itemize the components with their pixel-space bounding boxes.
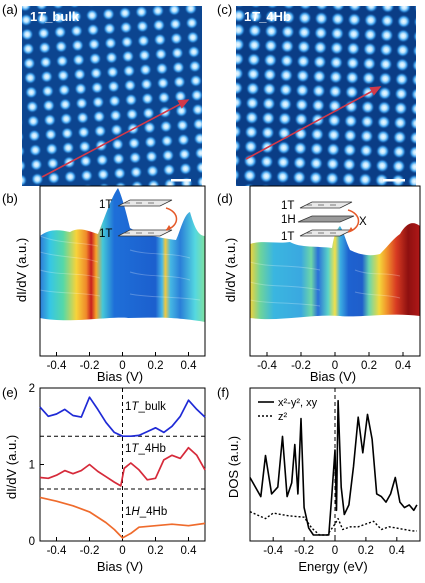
linecut-arrow [245, 86, 382, 160]
x-tick-label: 0.2 [361, 360, 377, 372]
x-tick-label: 0.2 [148, 360, 164, 372]
x-tick-label: -0.2 [80, 545, 100, 557]
panel-c-label: (c) [217, 2, 232, 17]
xlabel-e: Bias (V) [97, 559, 143, 574]
y-tick-label: 0 [29, 536, 35, 548]
stm-image-1t-4hb: 1T_4Hb [236, 6, 416, 186]
chart-f: -0.4 -0.2 0 0.2 0.4 [249, 387, 421, 557]
x-tick-label: 0 [332, 545, 338, 557]
series-1h-4hb [39, 496, 206, 539]
layer-label-top: 1T [281, 200, 294, 212]
panel-d-label: (d) [217, 191, 233, 206]
chart-e: -0.4 -0.2 0 0.2 0.4 0 1 2 [29, 383, 206, 557]
ylabel-b: dI/dV (a.u.) [14, 238, 29, 302]
x-tick-label: -0.4 [257, 360, 277, 372]
xlabel-f: Energy (eV) [298, 559, 367, 574]
legend-f: x²-y², xy z² [258, 397, 318, 423]
x-tick-label: 0.4 [181, 545, 198, 557]
layer-schematic-d [297, 201, 360, 237]
axis-d: -0.4 -0.2 0 0.2 0.4 [249, 185, 421, 372]
axis-b: -0.4 -0.2 0 0.2 0.4 [39, 185, 206, 372]
scale-bar [383, 179, 405, 182]
x-tick-label: 0.4 [395, 360, 412, 372]
x-tick-label: 0.4 [181, 360, 198, 372]
xlabel-d: Bias (V) [310, 369, 356, 384]
layer-label-bottom: 1T [99, 228, 112, 240]
x-tick-label: 0.4 [389, 545, 406, 557]
x-tick-label: -0.4 [47, 545, 67, 557]
x-tick-label: 0.2 [148, 545, 164, 557]
curve-label-1t-4hb: 1T_4Hb [125, 443, 166, 455]
blocked-cross: X [359, 216, 367, 228]
xlabel-b: Bias (V) [97, 369, 143, 384]
layer-schematic-b [117, 199, 178, 237]
x-tick-label: -0.2 [294, 545, 314, 557]
layer-label-top: 1T [99, 199, 112, 211]
x-tick-label: -0.2 [80, 360, 100, 372]
y-tick-label: 2 [29, 383, 35, 395]
linecut-arrow [41, 99, 190, 178]
x-tick-label: 0 [119, 360, 125, 372]
curve-label-1h-4hb: 1H_4Hb [125, 506, 167, 518]
stm-title-c: 1T_4Hb [244, 9, 291, 24]
series-x2y2-xy [249, 399, 418, 536]
ylabel-f: DOS (a.u.) [226, 436, 241, 498]
x-tick-label: 0 [332, 360, 338, 372]
x-tick-label: 0.2 [358, 545, 374, 557]
x-tick-label: -0.2 [291, 360, 311, 372]
panel-a-label: (a) [2, 2, 18, 17]
y-tick-label: 1 [29, 460, 35, 472]
series-z2 [249, 511, 417, 536]
x-tick-label: 0 [119, 545, 125, 557]
ylabel-e: dI/dV (a.u.) [4, 435, 19, 499]
waterfall-map-b: 1T 1T [39, 188, 205, 322]
panel-f-label: (f) [217, 385, 229, 400]
legend-label-z2: z² [278, 411, 288, 423]
series-1t-4hb [39, 446, 206, 487]
panel-e-label: (e) [2, 385, 18, 400]
layer-label-middle: 1H [281, 214, 296, 226]
layer-label-bottom: 1T [281, 231, 294, 243]
x-tick-label: -0.4 [263, 545, 283, 557]
stm-title-a: 1T_bulk [30, 9, 80, 24]
waterfall-map-d: 1T 1H 1T X [249, 200, 420, 320]
curve-label-1t-bulk: 1T_bulk [125, 401, 166, 413]
x-tick-label: -0.4 [47, 360, 67, 372]
legend-label-x2y2-xy: x²-y², xy [278, 397, 318, 409]
series-1t-bulk [39, 396, 206, 438]
stm-image-1t-bulk: 1T_bulk [22, 6, 202, 186]
panel-b-label: (b) [2, 191, 18, 206]
ylabel-d: dI/dV (a.u.) [223, 238, 238, 302]
scale-bar [171, 179, 191, 182]
